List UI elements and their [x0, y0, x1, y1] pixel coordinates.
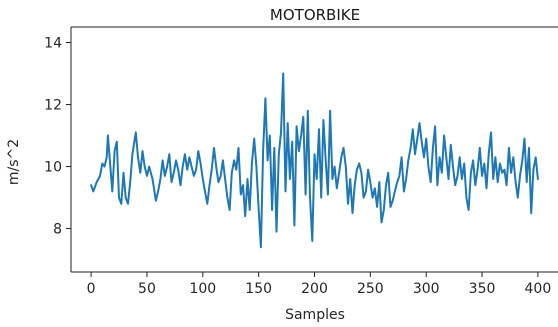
x-tick-label: 250 — [357, 281, 384, 297]
plot-frame — [70, 26, 558, 273]
x-axis-label: Samples — [285, 307, 345, 323]
y-axis-label: m/s^2 — [6, 139, 22, 185]
y-tick-label: 12 — [44, 98, 62, 114]
y-tick-label: 8 — [53, 222, 62, 238]
x-tick-label: 300 — [413, 281, 440, 297]
x-axis: 0 50 100 150 200 250 300 350 400 — [87, 272, 552, 297]
chart-title: MOTORBIKE — [270, 6, 360, 24]
x-tick-label: 0 — [87, 281, 96, 297]
y-tick-label: 10 — [44, 160, 62, 176]
series-line — [90, 72, 539, 249]
x-tick-label: 50 — [138, 281, 156, 297]
y-axis: 8 10 12 14 — [44, 36, 71, 238]
x-tick-label: 350 — [469, 281, 496, 297]
x-tick-label: 400 — [525, 281, 552, 297]
x-tick-label: 100 — [189, 281, 216, 297]
x-tick-label: 150 — [245, 281, 272, 297]
x-tick-label: 200 — [301, 281, 328, 297]
y-tick-label: 14 — [44, 36, 62, 52]
